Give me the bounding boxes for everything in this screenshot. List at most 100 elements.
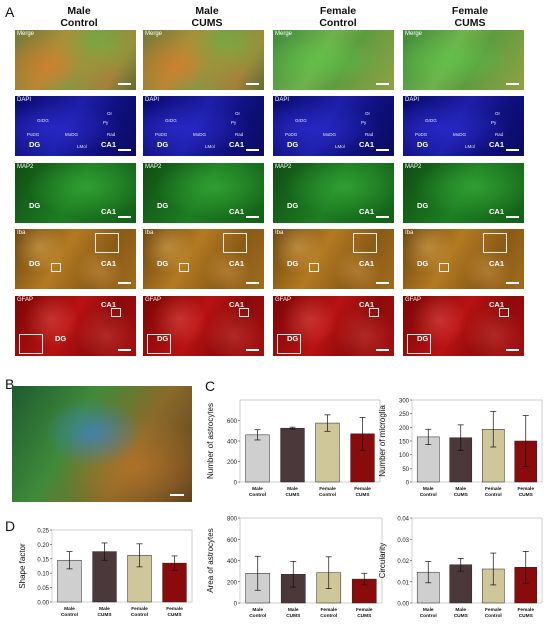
- region-label-ca1: CA1: [359, 259, 375, 268]
- region-label-dg: DG: [287, 259, 299, 268]
- scale-bar: [118, 83, 131, 85]
- scale-bar: [376, 282, 389, 284]
- x-tick-label-line1: Male: [252, 607, 263, 613]
- layer-label: GrDG: [425, 118, 437, 123]
- scale-bar: [376, 216, 389, 218]
- scale-bar: [118, 349, 131, 351]
- scale-bar: [506, 216, 519, 218]
- stain-label: DAPI: [145, 97, 160, 103]
- region-label-dg: DG: [55, 334, 67, 343]
- layer-label: Py: [491, 120, 497, 125]
- layer-label: GrDG: [165, 118, 177, 123]
- y-axis-label: Number of astrocytes: [206, 403, 215, 479]
- micrograph-dapi-col3: DAPI DG CA1 GrDG Or Py PoDG MoDG Rad LMol: [273, 96, 394, 156]
- scale-bar: [246, 216, 259, 218]
- layer-label: MoDG: [193, 132, 207, 137]
- layer-label: Py: [361, 120, 367, 125]
- x-tick-label-line1: Male: [252, 486, 263, 492]
- stain-label: MAP2: [405, 164, 422, 170]
- stain-label: Merge: [145, 31, 163, 37]
- x-tick-label-line2: Control: [485, 492, 502, 498]
- y-tick-label: 0: [234, 481, 238, 487]
- layer-label: Py: [231, 120, 237, 125]
- column-header-male-cums: Male CUMS: [152, 5, 262, 29]
- column-header-line2: CUMS: [454, 17, 486, 29]
- y-tick-label: 400: [227, 559, 238, 565]
- layer-label: LMol: [335, 144, 345, 149]
- inset-box: [111, 308, 121, 317]
- panel-letter-a: A: [5, 4, 15, 20]
- y-tick-label: 400: [227, 440, 238, 446]
- x-tick-label-line1: Female: [319, 486, 336, 492]
- scale-bar: [246, 282, 259, 284]
- inset-box: [309, 263, 319, 272]
- region-label-ca1: CA1: [489, 300, 505, 309]
- inset-box: [147, 334, 171, 354]
- x-tick-label-line2: CUMS: [454, 492, 469, 498]
- y-tick-label: 0.01: [397, 580, 409, 586]
- column-header-male-control: Male Control: [24, 5, 134, 29]
- scale-bar: [246, 149, 259, 151]
- layer-label: Or: [365, 111, 370, 116]
- scale-bar: [506, 282, 519, 284]
- inset-box: [407, 334, 431, 354]
- stain-label: Merge: [275, 31, 293, 37]
- bar: [245, 434, 270, 483]
- y-tick-label: 0.20: [37, 543, 49, 549]
- stain-label: MAP2: [275, 164, 292, 170]
- layer-label: Rad: [107, 132, 116, 137]
- micrograph-gfap-col1: GFAP DG CA1: [15, 296, 136, 356]
- scale-bar: [118, 282, 131, 284]
- x-tick-label-line2: Control: [249, 613, 266, 619]
- x-tick-label-line1: Male: [64, 606, 75, 612]
- region-label-dg: DG: [417, 140, 429, 149]
- stain-label: DAPI: [405, 97, 420, 103]
- layer-label: MoDG: [453, 132, 467, 137]
- stain-label: DAPI: [275, 97, 290, 103]
- stain-label: DAPI: [17, 97, 32, 103]
- panel-letter-d: D: [5, 518, 16, 534]
- inset-box: [19, 334, 43, 354]
- bar: [280, 427, 305, 483]
- y-tick-label: 0: [406, 481, 410, 487]
- y-tick-label: 0.04: [397, 517, 409, 523]
- layer-label: Py: [103, 120, 109, 125]
- column-header-line1: Female: [451, 5, 489, 17]
- region-label-ca1: CA1: [489, 259, 505, 268]
- inset-box: [369, 308, 379, 317]
- inset-box: [179, 263, 189, 272]
- hippocampus-overview-image: [12, 386, 192, 502]
- column-header-female-cums: Female CUMS: [415, 5, 525, 29]
- stain-label: Merge: [17, 31, 35, 37]
- y-tick-label: 600: [227, 538, 238, 544]
- x-tick-label-line2: CUMS: [286, 613, 301, 619]
- micrograph-map2-col3: MAP2 DG CA1: [273, 163, 394, 223]
- inset-box: [353, 233, 377, 253]
- layer-label: LMol: [205, 144, 215, 149]
- layer-label: PoDG: [285, 132, 298, 137]
- y-tick-label: 200: [227, 460, 238, 466]
- micrograph-iba-col2: Iba DG CA1: [143, 229, 264, 289]
- layer-label: Rad: [235, 132, 244, 137]
- region-label-ca1: CA1: [101, 300, 117, 309]
- x-tick-label-line1: Male: [287, 486, 298, 492]
- y-tick-label: 0.15: [37, 557, 49, 563]
- layer-label: LMol: [77, 144, 87, 149]
- layer-label: LMol: [465, 144, 475, 149]
- stain-label: Iba: [145, 230, 154, 236]
- stain-label: Iba: [275, 230, 284, 236]
- region-label-dg: DG: [417, 259, 429, 268]
- y-tick-label: 0: [234, 602, 238, 608]
- inset-box: [223, 233, 247, 253]
- column-header-line1: Male: [195, 5, 219, 17]
- micrograph-merge-col1: Merge: [15, 30, 136, 90]
- micrograph-iba-col4: Iba DG CA1: [403, 229, 524, 289]
- region-label-ca1: CA1: [489, 207, 505, 216]
- x-tick-label-line1: Female: [485, 607, 502, 613]
- region-label-ca1: CA1: [101, 140, 117, 149]
- x-tick-label-line2: Control: [485, 613, 502, 619]
- x-tick-label-line2: CUMS: [285, 492, 300, 498]
- scale-bar: [246, 83, 259, 85]
- inset-box: [95, 233, 119, 253]
